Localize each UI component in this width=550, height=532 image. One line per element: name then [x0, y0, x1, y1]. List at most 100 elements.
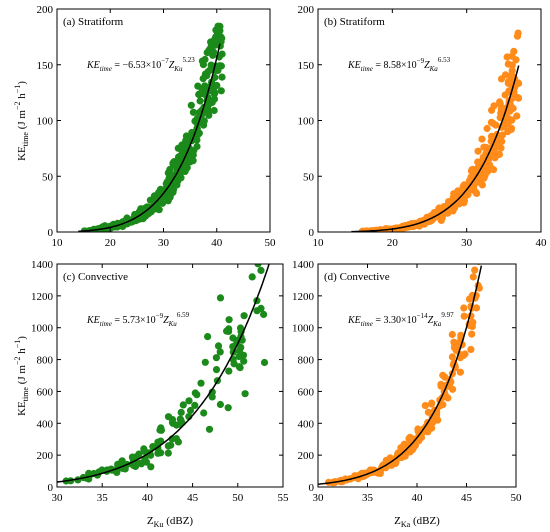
data-point — [113, 468, 121, 476]
data-point — [223, 327, 231, 335]
data-point — [149, 443, 157, 451]
data-point — [209, 51, 217, 59]
data-point — [254, 264, 262, 268]
x-tick-label: 35 — [362, 492, 374, 504]
data-point — [235, 352, 243, 361]
data-point — [131, 210, 139, 219]
x-tick-label: 30 — [52, 492, 64, 504]
y-tick-label: 1000 — [292, 323, 315, 335]
data-point — [496, 98, 504, 106]
data-point — [487, 118, 495, 126]
data-point — [260, 206, 267, 213]
data-point — [424, 408, 432, 416]
data-point — [98, 466, 106, 474]
data-point — [469, 273, 477, 281]
data-point — [225, 316, 233, 324]
data-point — [201, 358, 209, 366]
x-tick-label: 10 — [52, 237, 64, 249]
y-tick-label: 600 — [298, 386, 315, 398]
data-point — [146, 196, 154, 204]
data-point — [259, 199, 266, 206]
data-point — [241, 390, 249, 398]
data-point — [410, 435, 418, 443]
panel-label-d: (d) Convective — [324, 271, 390, 283]
data-point — [174, 438, 182, 446]
y-tick-label: 1200 — [292, 291, 315, 303]
data-point — [213, 28, 222, 37]
data-point — [206, 0, 213, 7]
data-point — [200, 117, 208, 125]
data-point — [471, 266, 479, 274]
data-point — [448, 353, 456, 361]
points-a — [80, 0, 226, 232]
data-point — [154, 449, 162, 457]
data-point — [488, 106, 496, 114]
x-tick-label: 30 — [158, 237, 170, 249]
data-point — [509, 104, 517, 112]
data-point — [164, 413, 173, 421]
data-point — [513, 32, 522, 40]
data-point — [401, 446, 409, 454]
y-tick-label: 50 — [42, 171, 54, 183]
y-tick-label: 0 — [309, 482, 315, 494]
data-point — [437, 380, 445, 388]
fit-curve-c — [57, 264, 270, 483]
x-tick-label: 50 — [232, 492, 244, 504]
data-point — [135, 450, 143, 458]
data-point — [508, 52, 516, 60]
data-point — [487, 164, 495, 172]
data-point — [230, 360, 238, 368]
data-point — [457, 331, 465, 339]
data-point — [472, 188, 480, 196]
data-point — [189, 108, 197, 116]
x-tick-label: 40 — [536, 237, 548, 249]
y-tick-label: 1000 — [31, 323, 54, 335]
fit-curve-d — [318, 265, 483, 485]
equation-c: KEtime = 5.73×10−9ZKu6.59 — [86, 311, 190, 328]
data-point — [217, 87, 225, 95]
data-point — [193, 391, 201, 399]
axes-frame-d — [317, 263, 517, 488]
data-point — [450, 344, 459, 352]
y-tick-label: 0 — [48, 227, 54, 239]
data-point — [216, 348, 224, 356]
data-point — [211, 89, 219, 97]
data-point — [225, 367, 233, 375]
data-point — [186, 406, 195, 415]
data-point — [204, 333, 212, 341]
data-point — [467, 345, 475, 354]
data-point — [197, 379, 205, 387]
data-point — [235, 346, 244, 355]
data-point — [478, 181, 486, 189]
data-point — [216, 22, 224, 30]
panel-label-c: (c) Convective — [63, 271, 128, 283]
x-tick-label: 45 — [187, 492, 199, 504]
y-tick-label: 100 — [298, 116, 315, 128]
points-c — [62, 199, 269, 485]
data-point — [187, 101, 195, 109]
x-tick-label: 40 — [142, 492, 154, 504]
data-point — [429, 212, 437, 220]
data-point — [185, 397, 193, 405]
data-point — [240, 312, 248, 320]
data-point — [204, 103, 212, 112]
data-point — [252, 248, 259, 255]
x-tick-label: 10 — [313, 237, 325, 249]
data-point — [198, 87, 206, 95]
x-axis-label-ka: ZKa (dBZ) — [394, 515, 440, 529]
data-point — [374, 469, 382, 477]
panel-d: 30 35 40 45 50 0 200 400 600 800 1000 1200 1400 (d) C… — [292, 259, 522, 504]
data-point — [123, 214, 131, 222]
data-point — [242, 250, 249, 257]
data-point — [421, 402, 429, 410]
data-point — [507, 72, 515, 80]
data-point — [177, 408, 185, 416]
x-tick-label: 55 — [278, 492, 290, 504]
y-tick-label: 1400 — [31, 259, 54, 271]
y-tick-label: 800 — [298, 355, 315, 367]
panel-label-b: (b) Stratiform — [324, 16, 385, 28]
data-point — [147, 463, 155, 471]
data-point — [409, 444, 417, 452]
data-point — [196, 97, 204, 105]
